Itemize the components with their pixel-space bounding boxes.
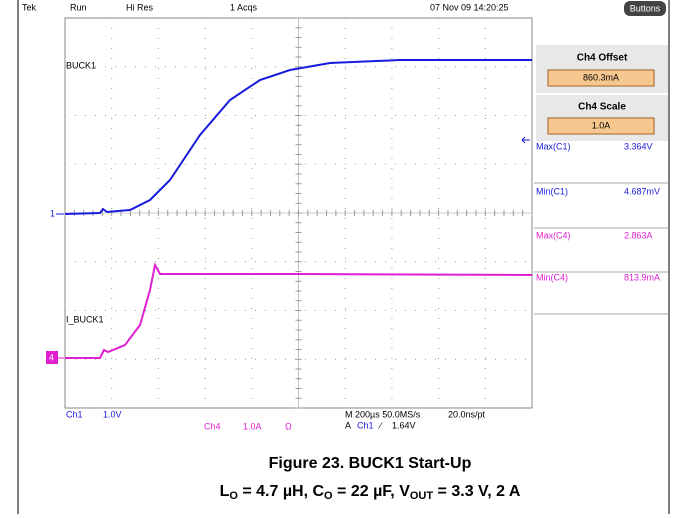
grid [64, 17, 533, 409]
subscript: O [324, 490, 333, 502]
caption-text: = 4.7 µH, C [238, 483, 325, 500]
buttons-label: Buttons [630, 3, 661, 13]
timebase: M 200µs 50.0MS/s [345, 409, 421, 419]
ch1-label: BUCK1 [66, 60, 96, 70]
caption-text: = 3.3 V, 2 A [433, 483, 521, 500]
buttons-button[interactable] [624, 1, 666, 16]
mode: Hi Res [126, 2, 154, 12]
measurement-value: 2.863A [624, 230, 653, 240]
measurement-name: Min(C1) [536, 186, 568, 196]
scale-title: Ch4 Scale [578, 102, 626, 113]
measurement-value: 813.9mA [624, 272, 660, 282]
measurement-name: Min(C4) [536, 272, 568, 282]
resolution: 20.0ns/pt [448, 409, 486, 419]
measurements: Max(C1) 3.364V Min(C1) 4.687mV Max(C4) 2.863A… [534, 141, 668, 315]
ch4-marker: 4 [49, 352, 54, 362]
ohm: Ω [285, 421, 292, 431]
ch4-name: Ch4 [204, 421, 221, 431]
subscript: OUT [410, 490, 434, 502]
run-state: Run [70, 2, 87, 12]
offset-box [547, 69, 655, 87]
brand: Tek [22, 2, 37, 12]
caption-conditions: LO = 4.7 µH, CO = 22 µF, VOUT = 3.3 V, 2… [220, 483, 521, 502]
trigger-mode: A [345, 420, 351, 430]
ch4-marker-box [46, 351, 58, 364]
measurement-name: Max(C4) [536, 230, 571, 240]
ch4-label: I_BUCK1 [66, 314, 104, 324]
offset-value: 860.3mA [583, 72, 619, 82]
caption-title: Figure 23. BUCK1 Start-Up [269, 455, 472, 472]
scale-value: 1.0A [592, 120, 611, 130]
ch4-scale: 1.0A [243, 421, 262, 431]
measurement-value: 4.687mV [624, 186, 660, 196]
ch1-marker: 1 [50, 208, 55, 218]
caption-text: L [220, 483, 230, 500]
measurement-value: 3.364V [624, 141, 653, 151]
trigger-source: Ch1 [357, 420, 374, 430]
scale-box [547, 117, 655, 135]
subscript: O [229, 490, 238, 502]
offset-arrow [521, 136, 530, 144]
acqs: 1 Acqs [230, 2, 258, 12]
caption-text: = 22 µF, V [333, 483, 411, 500]
offset-title: Ch4 Offset [577, 53, 628, 64]
trigger-slope: ∕ [378, 420, 383, 430]
timestamp: 07 Nov 09 14:20:25 [430, 2, 509, 12]
measurement-name: Max(C1) [536, 141, 571, 151]
trigger-level: 1.64V [392, 420, 416, 430]
ch1-name: Ch1 [66, 409, 83, 419]
ch1-scale: 1.0V [103, 409, 122, 419]
ch1-trace [64, 59, 532, 215]
ch4-trace [65, 262, 533, 359]
